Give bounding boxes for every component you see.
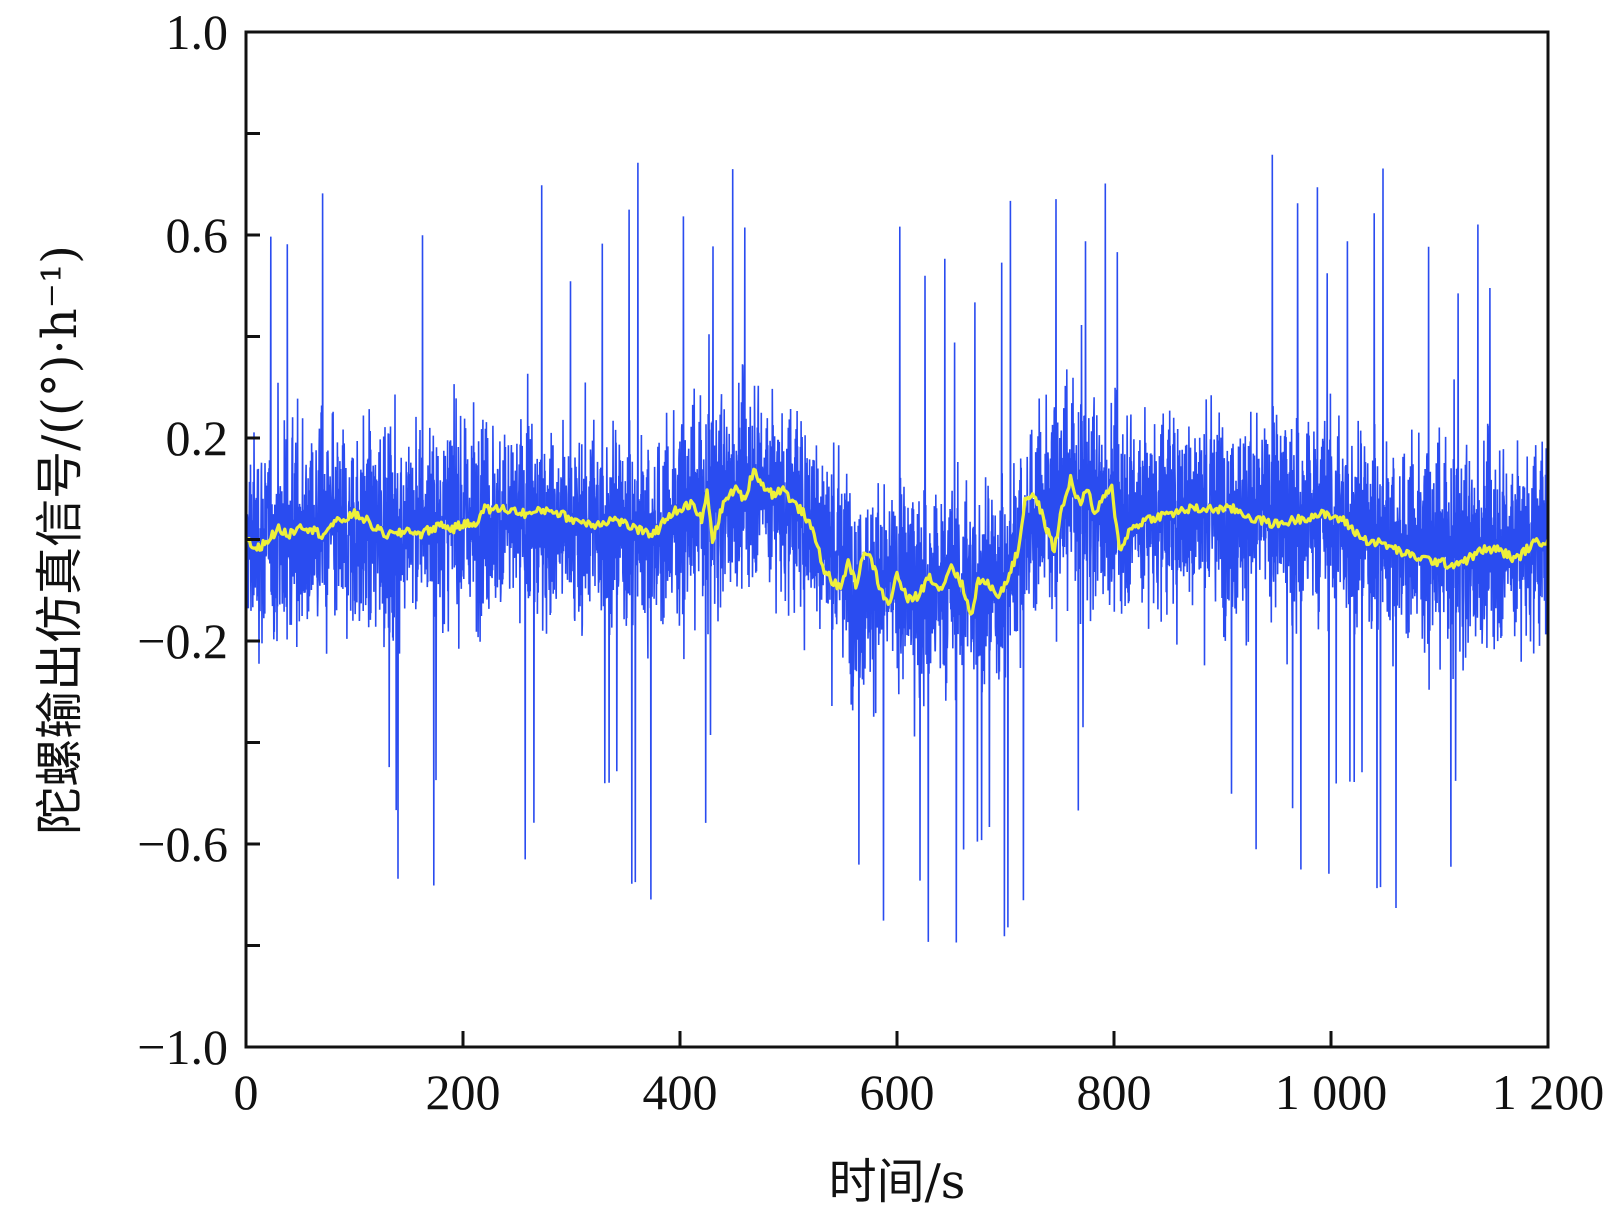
series-line-filtered-signal xyxy=(246,467,1548,616)
y-tick-label: −0.2 xyxy=(137,613,228,669)
y-tick-label: 0.2 xyxy=(166,410,229,466)
tick-label-layer: 0 200 400 600 800 1 000 1 200 −1.0 −0.6 −0.2 0.2 0.… xyxy=(137,4,1604,1120)
series-layer xyxy=(246,154,1548,943)
y-tick-label: 0.6 xyxy=(166,207,229,263)
x-tick-label: 0 xyxy=(234,1064,259,1120)
tick-layer xyxy=(244,30,1550,1049)
x-tick-label: 600 xyxy=(860,1064,935,1120)
y-tick-label: −1.0 xyxy=(137,1019,228,1075)
x-tick-label: 800 xyxy=(1077,1064,1152,1120)
x-tick-label: 400 xyxy=(643,1064,718,1120)
y-axis-title: 陀螺输出仿真信号/((°)·h⁻¹) xyxy=(32,245,88,835)
x-tick-label: 1 200 xyxy=(1492,1064,1605,1120)
x-tick-label: 1 000 xyxy=(1275,1064,1388,1120)
x-tick-label: 200 xyxy=(426,1064,501,1120)
y-tick-label: −0.6 xyxy=(137,816,228,872)
y-tick-label: 1.0 xyxy=(166,4,229,60)
x-axis-title: 时间/s xyxy=(829,1154,966,1210)
series-line-noisy-signal xyxy=(246,154,1548,943)
